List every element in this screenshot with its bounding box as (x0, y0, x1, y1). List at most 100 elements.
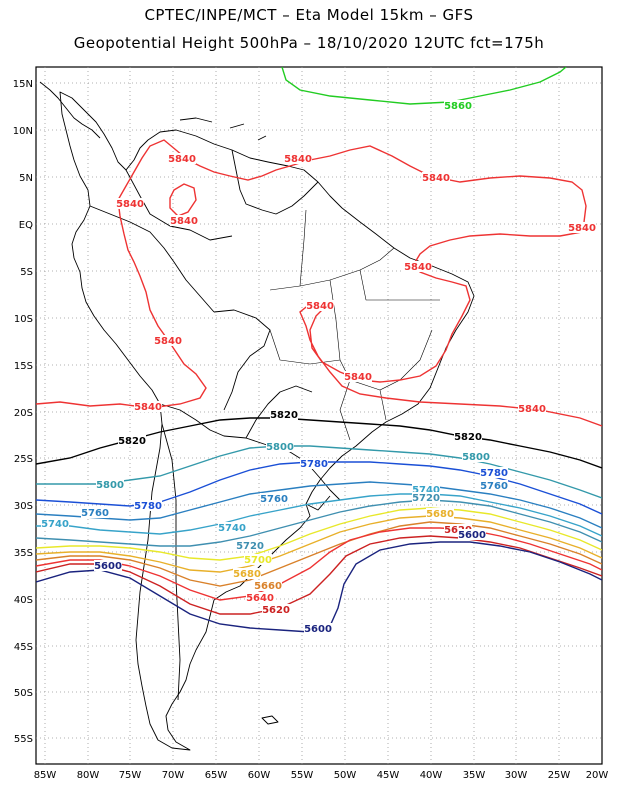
contour-label-bg (444, 100, 472, 111)
contour-label-bg (344, 371, 372, 382)
contour-label-bg (96, 479, 124, 490)
contour-label-5760: 5760 (480, 481, 508, 492)
contour-label-5800: 5800 (96, 480, 124, 491)
contour-label-5760: 5760 (260, 494, 288, 505)
lat-tick: 15N (13, 79, 33, 90)
contour-label-bg (412, 492, 440, 503)
contour-label-5680: 5680 (426, 509, 454, 520)
contour-label-bg (300, 458, 328, 469)
contour-label-5840: 5840 (284, 154, 312, 165)
contour-label-bg (94, 560, 122, 571)
contour-line-5680 (36, 515, 602, 573)
lat-tick: 10S (14, 314, 33, 325)
contour-label-bg (458, 529, 486, 540)
contour-label-bg (116, 198, 144, 209)
contour-label-5760: 5760 (81, 508, 109, 519)
map-frame (35, 66, 603, 765)
contour-label-5840: 5840 (568, 223, 596, 234)
contour-line-5640 (36, 527, 602, 601)
contour-label-bg (218, 522, 246, 533)
lon-tick: 55W (291, 770, 314, 781)
state-border (269, 209, 440, 441)
contour-label-5840: 5840 (116, 199, 144, 210)
country-border (213, 309, 271, 411)
lat-tick: 20S (14, 408, 33, 419)
lon-tick: 45W (377, 770, 400, 781)
contour-label-bg (118, 435, 146, 446)
contour-label-bg (462, 451, 490, 462)
contour-label-bg (134, 401, 162, 412)
contour-label-bg (266, 441, 294, 452)
contour-label-5700: 5700 (244, 555, 272, 566)
contour-label-5640: 5640 (246, 593, 274, 604)
contour-label-bg (270, 409, 298, 420)
contour-label-5660: 5660 (254, 581, 282, 592)
lon-tick: 65W (205, 770, 228, 781)
lon-tick: 85W (34, 770, 57, 781)
contour-label-bg (426, 508, 454, 519)
contour-line-5600 (36, 541, 602, 633)
contour-line-5740 (36, 493, 602, 537)
lat-tick: 40S (14, 595, 33, 606)
contour-label-bg (154, 335, 182, 346)
contour-label-5840: 5840 (518, 404, 546, 415)
contour-label-5820: 5820 (118, 436, 146, 447)
country-border (161, 423, 181, 701)
country-border (245, 385, 313, 439)
lon-tick: 40W (420, 770, 443, 781)
contour-label-5840: 5840 (344, 372, 372, 383)
coastlines-and-borders (39, 81, 475, 751)
contour-label-bg (480, 480, 508, 491)
contour-label-5600: 5600 (304, 624, 332, 635)
caribbean-islands (179, 117, 267, 141)
lat-tick: 30S (14, 501, 33, 512)
contour-label-bg (568, 222, 596, 233)
contour-label-bg (246, 592, 274, 603)
falkland-islands (261, 715, 279, 725)
contour-label-bg (306, 300, 334, 311)
lon-tick: 80W (77, 770, 100, 781)
contour-label-layer: 5860 5840 5840 5840 5840 5840 5840 5840 5840 5840… (41, 100, 596, 635)
lat-axis: 15N 10N 5N EQ 5S 10S 15S 20S 25S 30S 35S… (13, 79, 33, 745)
south-america-coastline (59, 91, 475, 751)
contour-label-bg (518, 403, 546, 414)
contour-label-5820: 5820 (454, 432, 482, 443)
lat-tick: 50S (14, 688, 33, 699)
contour-label-5840: 5840 (422, 173, 450, 184)
contour-label-5740: 5740 (218, 523, 246, 534)
contour-label-5800: 5800 (266, 442, 294, 453)
lon-tick: 60W (248, 770, 271, 781)
contour-line-5720 (36, 499, 602, 547)
contour-label-5720: 5720 (412, 493, 440, 504)
contour-label-5840: 5840 (170, 216, 198, 227)
contour-label-5840: 5840 (404, 262, 432, 273)
contour-line-5840 (169, 183, 197, 217)
contour-label-bg (262, 604, 290, 615)
contour-label-5840: 5840 (306, 301, 334, 312)
lon-tick: 25W (548, 770, 571, 781)
contour-label-bg (422, 172, 450, 183)
lon-tick: 35W (463, 770, 486, 781)
lon-tick: 20W (586, 770, 609, 781)
contour-label-5600: 5600 (458, 530, 486, 541)
lat-tick: 5N (19, 173, 33, 184)
contour-label-bg (304, 623, 332, 634)
contour-label-bg (260, 493, 288, 504)
contour-label-bg (134, 500, 162, 511)
contour-label-5840: 5840 (134, 402, 162, 413)
lat-tick: 55S (14, 734, 33, 745)
map-title-line2: Geopotential Height 500hPa – 18/10/2020 … (73, 34, 545, 52)
lon-tick: 30W (505, 770, 528, 781)
graticule (36, 67, 602, 764)
central-america-coast (39, 81, 101, 139)
contour-label-5680: 5680 (233, 569, 261, 580)
contour-label-5840: 5840 (154, 336, 182, 347)
lon-tick: 75W (119, 770, 142, 781)
contour-line-5760 (36, 481, 602, 529)
contour-label-bg (81, 507, 109, 518)
contour-label-5820: 5820 (270, 410, 298, 421)
contour-label-5620: 5620 (262, 605, 290, 616)
contour-label-bg (404, 261, 432, 272)
contour-label-5780: 5780 (134, 501, 162, 512)
lat-tick: 15S (14, 361, 33, 372)
